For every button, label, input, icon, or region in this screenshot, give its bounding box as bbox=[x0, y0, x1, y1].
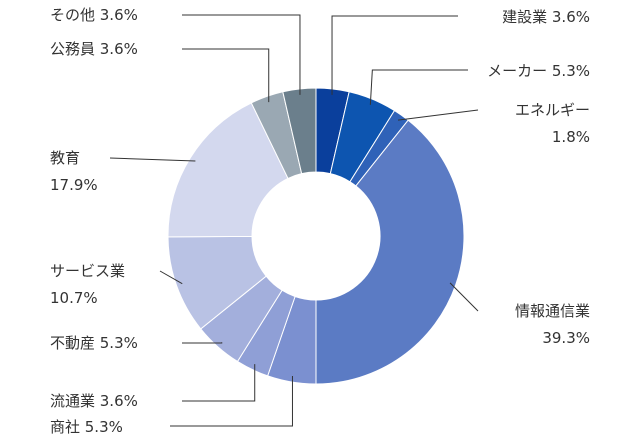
slice-9-leader bbox=[182, 48, 270, 103]
slice-6-leader bbox=[182, 342, 223, 344]
leader-lines bbox=[109, 14, 479, 427]
slice-4-leader bbox=[170, 376, 293, 427]
slice-7-label: サービス業 bbox=[50, 262, 125, 280]
slice-0-leader bbox=[331, 15, 458, 95]
slice-3-label: 情報通信業 bbox=[515, 302, 590, 320]
slice-5-leader bbox=[182, 364, 256, 402]
slice-2-label: エネルギー bbox=[515, 101, 590, 119]
slice-3-value-label: 39.3% bbox=[542, 329, 590, 347]
donut-slices bbox=[167, 87, 465, 385]
slice-7-leader bbox=[159, 270, 183, 285]
slice-8-leader bbox=[109, 157, 196, 162]
slice-6-label: 不動産 5.3% bbox=[50, 334, 138, 352]
slice-8-value-label: 17.9% bbox=[50, 176, 98, 194]
slice-10-label: その他 3.6% bbox=[50, 6, 138, 24]
slice-2-leader bbox=[397, 109, 479, 121]
slice-5-label: 流通業 3.6% bbox=[50, 392, 138, 410]
slice-3-leader bbox=[449, 282, 479, 312]
slice-8-label: 教育 bbox=[50, 149, 80, 167]
slice-9-label: 公務員 3.6% bbox=[50, 40, 138, 58]
slice-1-label: メーカー 5.3% bbox=[487, 62, 590, 80]
slice-4-label: 商社 5.3% bbox=[50, 418, 123, 436]
slice-7-value-label: 10.7% bbox=[50, 289, 98, 307]
slice-1-leader bbox=[369, 69, 468, 105]
donut-hole bbox=[252, 172, 380, 300]
slice-2-value-label: 1.8% bbox=[552, 128, 590, 146]
slice-10-leader bbox=[182, 14, 301, 95]
slice-0-label: 建設業 3.6% bbox=[502, 8, 590, 26]
slice-labels: 建設業 3.6% メーカー 5.3% エネルギー 1.8% 情報通信業 39.3% 商社 5… bbox=[50, 6, 590, 436]
